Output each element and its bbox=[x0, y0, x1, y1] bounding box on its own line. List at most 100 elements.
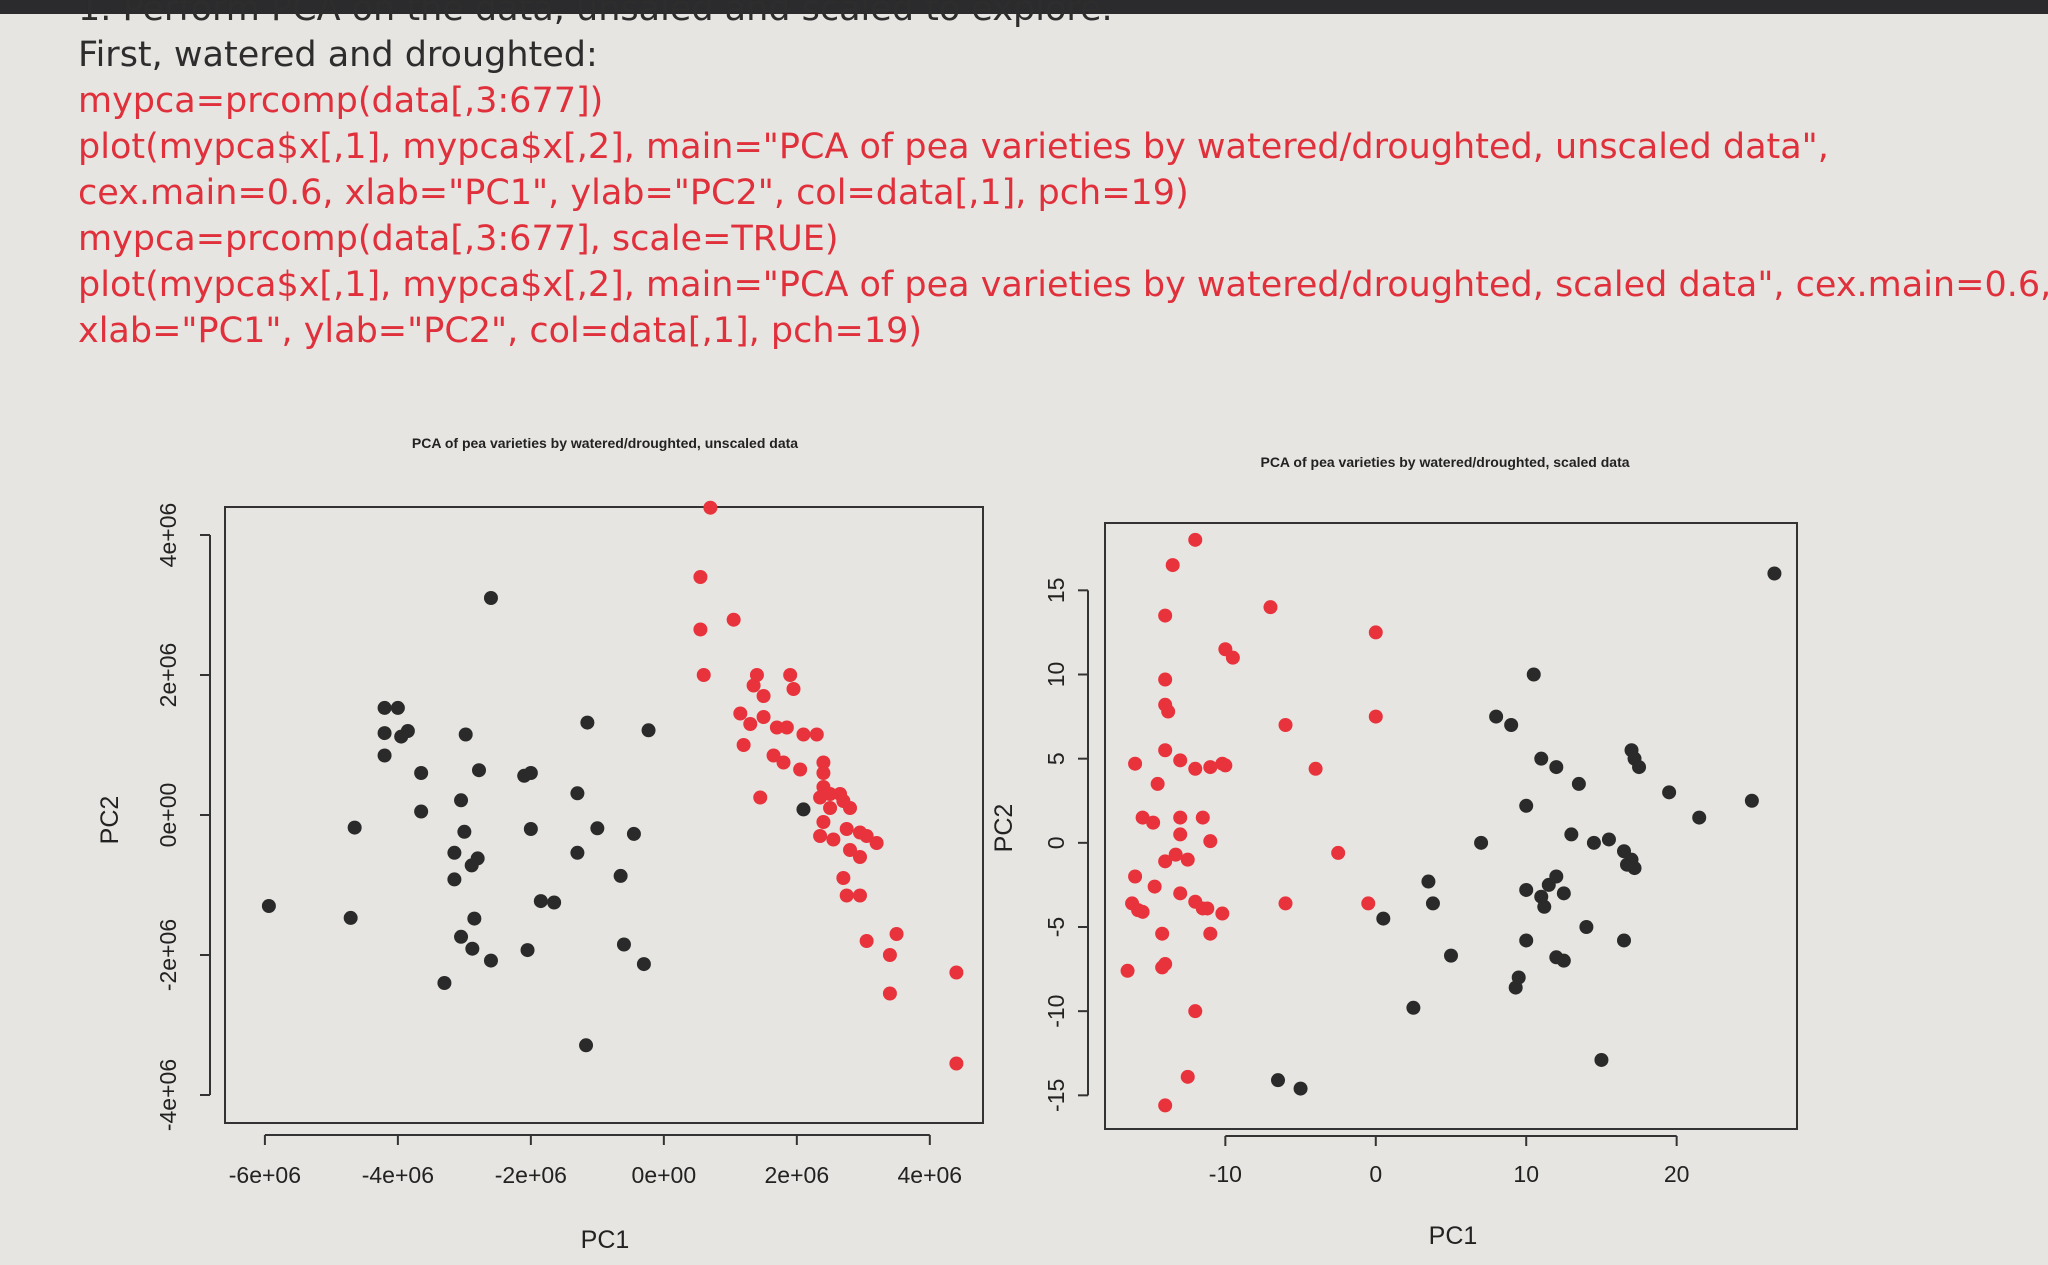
data-point bbox=[693, 570, 708, 584]
data-point bbox=[1534, 751, 1549, 766]
y-tick-label: -15 bbox=[1043, 1079, 1069, 1112]
data-point bbox=[1215, 906, 1230, 921]
data-point bbox=[1556, 886, 1571, 901]
data-point bbox=[590, 821, 605, 836]
data-point bbox=[726, 612, 741, 627]
data-point bbox=[1180, 1069, 1195, 1084]
data-point bbox=[1504, 718, 1519, 732]
data-point bbox=[1541, 877, 1556, 892]
data-point bbox=[1692, 810, 1707, 825]
data-point bbox=[1556, 953, 1571, 968]
data-point bbox=[1519, 798, 1534, 813]
x-tick-label: 2e+06 bbox=[765, 1162, 830, 1188]
y-tick-label: -4e+06 bbox=[155, 1059, 181, 1131]
data-point bbox=[743, 717, 758, 731]
data-point bbox=[1146, 815, 1161, 830]
data-point bbox=[839, 822, 854, 836]
x-axis: -6e+06 -4e+06 -2e+06 0e+00 2e+06 4e+06 bbox=[229, 1134, 962, 1188]
data-point bbox=[889, 927, 904, 941]
plot-frame bbox=[224, 506, 984, 1124]
data-point bbox=[1617, 933, 1631, 948]
data-point bbox=[1147, 879, 1162, 894]
data-point bbox=[1564, 827, 1579, 842]
data-point bbox=[454, 793, 469, 808]
x-tick-label: 20 bbox=[1664, 1161, 1690, 1187]
data-point bbox=[749, 668, 764, 682]
data-point bbox=[1150, 776, 1165, 791]
data-point bbox=[400, 724, 415, 738]
data-point bbox=[465, 941, 480, 956]
code-line: plot(mypca$x[,1], mypca$x[,2], main="PCA… bbox=[78, 127, 1829, 167]
data-point bbox=[826, 832, 841, 847]
data-point bbox=[470, 851, 485, 866]
data-point bbox=[1594, 1052, 1609, 1067]
data-point bbox=[793, 762, 808, 777]
data-point bbox=[414, 766, 429, 780]
data-point bbox=[1165, 558, 1180, 573]
data-point bbox=[1128, 756, 1143, 771]
data-point bbox=[377, 700, 392, 715]
data-point bbox=[843, 843, 858, 857]
data-point bbox=[733, 706, 748, 721]
data-point bbox=[641, 723, 656, 738]
y-tick-label: 10 bbox=[1043, 662, 1069, 688]
data-point bbox=[816, 755, 831, 770]
data-point bbox=[756, 689, 771, 703]
data-point bbox=[796, 802, 811, 817]
data-point bbox=[1368, 709, 1383, 724]
data-point bbox=[1158, 1098, 1173, 1113]
data-point bbox=[1444, 948, 1458, 963]
data-point bbox=[1173, 886, 1188, 901]
data-point bbox=[813, 829, 828, 843]
data-point bbox=[520, 943, 535, 958]
y-axis: -4e+06 -2e+06 0e+00 2e+06 4e+06 bbox=[155, 503, 211, 1131]
points-layer bbox=[1120, 532, 1782, 1113]
code-line: mypca=prcomp(data[,3:677], scale=TRUE) bbox=[78, 219, 839, 259]
data-point bbox=[613, 868, 628, 883]
data-point bbox=[693, 622, 708, 637]
data-point bbox=[1195, 810, 1210, 825]
data-point bbox=[347, 820, 362, 835]
x-tick-label: 0 bbox=[1369, 1161, 1382, 1187]
data-point bbox=[882, 986, 897, 1001]
data-point bbox=[458, 727, 473, 742]
data-point bbox=[626, 826, 641, 841]
unscaled-pca-plot: PCA of pea varieties by watered/droughte… bbox=[96, 435, 984, 1254]
data-point bbox=[769, 720, 784, 735]
data-point bbox=[377, 748, 392, 763]
data-point bbox=[1662, 785, 1677, 800]
data-point bbox=[457, 824, 472, 839]
data-point bbox=[1537, 899, 1552, 914]
data-point bbox=[1135, 810, 1150, 825]
data-point bbox=[1308, 761, 1323, 776]
points-layer bbox=[261, 500, 964, 1071]
heading-line: 1. Perform PCA on the data, unsaled and … bbox=[78, 0, 1113, 29]
data-point bbox=[779, 720, 794, 735]
data-point bbox=[869, 836, 884, 850]
scaled-pca-plot: PCA of pea varieties by watered/droughte… bbox=[990, 454, 1798, 1250]
data-point bbox=[1271, 1073, 1285, 1088]
data-point bbox=[783, 668, 798, 682]
data-point bbox=[1188, 532, 1203, 547]
data-point bbox=[753, 790, 768, 805]
data-point bbox=[1158, 743, 1173, 758]
x-axis: -10 0 10 20 bbox=[1209, 1135, 1690, 1187]
data-point bbox=[636, 957, 651, 972]
code-line: xlab="PC1", ylab="PC2", col=data[,1], pc… bbox=[78, 311, 923, 351]
data-point bbox=[1549, 760, 1564, 775]
data-point bbox=[570, 786, 585, 801]
data-point bbox=[852, 888, 867, 903]
x-tick-label: -4e+06 bbox=[362, 1162, 434, 1188]
data-point bbox=[816, 815, 831, 829]
data-point bbox=[454, 929, 469, 944]
data-point bbox=[1263, 600, 1278, 615]
data-point bbox=[437, 976, 452, 990]
data-point bbox=[816, 766, 831, 780]
data-point bbox=[414, 804, 429, 819]
data-point bbox=[390, 700, 405, 715]
data-point bbox=[1368, 625, 1383, 640]
y-tick-label: -2e+06 bbox=[155, 919, 181, 991]
data-point bbox=[1120, 963, 1135, 978]
plot-title: PCA of pea varieties by watered/droughte… bbox=[1260, 454, 1629, 470]
data-point bbox=[882, 948, 897, 962]
